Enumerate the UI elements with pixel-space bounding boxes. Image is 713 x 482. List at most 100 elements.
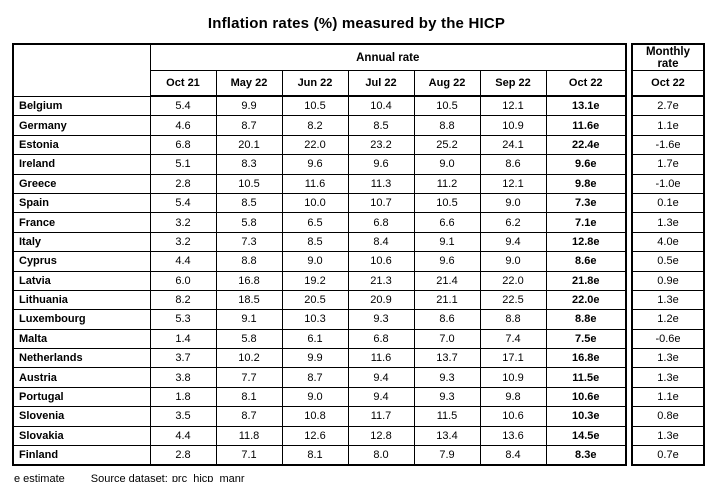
annual-value-cell: 5.8 — [215, 212, 283, 233]
table-row: Spain 5.4 8.5 10.0 10.7 10.5 9.0 7.3e — [12, 192, 627, 214]
annual-value-cell: 10.3e — [545, 406, 627, 427]
table-row: Slovenia 3.5 8.7 10.8 11.7 11.5 10.6 10.3e — [12, 406, 627, 427]
annual-rate-table: Annual rate Oct 21 May 22 Jun 22 Jul 22 Aug … — [12, 43, 627, 467]
annual-value-cell: 8.6 — [479, 154, 547, 175]
source-dataset-link[interactable]: prc_hicp_manr — [171, 473, 245, 482]
table-row: Ireland 5.1 8.3 9.6 9.6 9.0 8.6 9.6e — [12, 154, 627, 175]
annual-value-cell: 9.1 — [215, 309, 283, 330]
group-header-row: Annual rate — [12, 43, 627, 97]
monthly-month-header-row: Oct 22 — [631, 70, 705, 97]
monthly-group-header-row: Monthly rate — [631, 43, 705, 71]
annual-value-cell: 9.6 — [347, 154, 415, 175]
annual-value-cell: 9.0 — [281, 386, 349, 408]
annual-value-cell: 11.8 — [215, 425, 283, 447]
annual-value-cell: 6.2 — [479, 212, 547, 233]
annual-value-cell: 9.1 — [413, 231, 481, 253]
annual-value-cell: 9.6 — [281, 154, 349, 175]
annual-value-cell: 10.9 — [479, 115, 547, 136]
annual-value-cell: 8.6 — [413, 309, 481, 330]
table-row: Portugal 1.8 8.1 9.0 9.4 9.3 9.8 10.6e — [12, 386, 627, 408]
annual-value-cell: 8.6e — [545, 251, 627, 272]
annual-value-cell: 10.6e — [545, 386, 627, 408]
country-cell: Portugal — [12, 386, 151, 408]
monthly-table-row: 0.7e — [631, 445, 705, 466]
annual-value-cell: 8.7 — [215, 115, 283, 136]
annual-value-cell: 6.0 — [149, 270, 217, 291]
annual-value-cell: 10.9 — [479, 367, 547, 388]
annual-value-cell: 8.5 — [281, 231, 349, 253]
monthly-table-row: 0.8e — [631, 406, 705, 427]
annual-value-cell: 9.3 — [413, 367, 481, 388]
annual-value-cell: 12.1 — [479, 95, 547, 117]
monthly-table-row: 1.1e — [631, 115, 705, 136]
annual-value-cell: 7.9 — [413, 445, 481, 466]
annual-value-cell: 10.5 — [281, 95, 349, 117]
annual-value-cell: 5.4 — [149, 95, 217, 117]
annual-value-cell: 9.9 — [215, 95, 283, 117]
annual-value-cell: 1.4 — [149, 328, 217, 350]
table-row: Austria 3.8 7.7 8.7 9.4 9.3 10.9 11.5e — [12, 367, 627, 388]
annual-value-cell: 8.1 — [215, 386, 283, 408]
annual-value-cell: 11.5 — [413, 406, 481, 427]
table-row: Slovakia 4.4 11.8 12.6 12.8 13.4 13.6 14.5e — [12, 425, 627, 447]
annual-value-cell: 9.0 — [413, 154, 481, 175]
annual-value-cell: 19.2 — [281, 270, 349, 291]
monthly-value-cell: 1.3e — [631, 212, 705, 233]
annual-value-cell: 22.0 — [281, 134, 349, 156]
monthly-table-row: 1.3e — [631, 212, 705, 233]
table-row: France 3.2 5.8 6.5 6.8 6.6 6.2 7.1e — [12, 212, 627, 233]
country-cell: Luxembourg — [12, 309, 151, 330]
monthly-value-cell: 1.3e — [631, 425, 705, 447]
monthly-table-row: 2.7e — [631, 95, 705, 117]
country-cell: Austria — [12, 367, 151, 388]
annual-value-cell: 5.1 — [149, 154, 217, 175]
tables-container: Annual rate Oct 21 May 22 Jun 22 Jul 22 Aug … — [12, 43, 713, 467]
annual-value-cell: 22.5 — [479, 289, 547, 311]
annual-value-cell: 4.6 — [149, 115, 217, 136]
table-row: Malta 1.4 5.8 6.1 6.8 7.0 7.4 7.5e — [12, 328, 627, 350]
month-header-jun-22: Jun 22 — [281, 70, 349, 97]
annual-value-cell: 10.5 — [413, 95, 481, 117]
annual-value-cell: 16.8e — [545, 348, 627, 369]
annual-value-cell: 9.8 — [479, 386, 547, 408]
annual-value-cell: 10.4 — [347, 95, 415, 117]
page-title: Inflation rates (%) measured by the HICP — [207, 15, 506, 32]
annual-value-cell: 10.8 — [281, 406, 349, 427]
country-cell: Malta — [12, 328, 151, 350]
month-header-row: Oct 21 May 22 Jun 22 Jul 22 Aug 22 Sep 22 Oct … — [13, 70, 627, 97]
monthly-value-cell: -1.6e — [631, 134, 705, 156]
annual-value-cell: 3.2 — [149, 212, 217, 233]
corner-cell — [12, 43, 151, 97]
annual-value-cell: 8.3e — [545, 445, 627, 466]
annual-value-cell: 9.0 — [479, 251, 547, 272]
annual-value-cell: 4.4 — [149, 425, 217, 447]
annual-value-cell: 8.7 — [281, 367, 349, 388]
country-cell: Slovakia — [12, 425, 151, 447]
annual-value-cell: 9.6 — [413, 251, 481, 272]
annual-value-cell: 24.1 — [479, 134, 547, 156]
annual-value-cell: 7.3e — [545, 192, 627, 214]
annual-value-cell: 10.0 — [281, 192, 349, 214]
annual-value-cell: 21.8e — [545, 270, 627, 291]
annual-value-cell: 5.3 — [149, 309, 217, 330]
monthly-value-cell: -1.0e — [631, 173, 705, 194]
country-cell: Cyprus — [12, 251, 151, 272]
country-cell: Netherlands — [12, 348, 151, 369]
monthly-table-row: 1.1e — [631, 386, 705, 408]
monthly-table-row: 1.3e — [631, 348, 705, 369]
annual-value-cell: 6.8 — [347, 212, 415, 233]
footer-notes: e estimate Source dataset: prc_hicp_manr — [12, 473, 713, 482]
monthly-table-row: -1.6e — [631, 134, 705, 156]
annual-value-cell: 9.0 — [281, 251, 349, 272]
annual-value-cell: 12.1 — [479, 173, 547, 194]
country-cell: Belgium — [12, 95, 151, 117]
annual-value-cell: 4.4 — [149, 251, 217, 272]
annual-value-cell: 6.1 — [281, 328, 349, 350]
annual-value-cell: 7.4 — [479, 328, 547, 350]
annual-value-cell: 10.6 — [347, 251, 415, 272]
country-cell: France — [12, 212, 151, 233]
month-header-jul-22: Jul 22 — [347, 70, 415, 97]
country-cell: Finland — [12, 445, 151, 466]
estimate-note: e estimate — [14, 473, 65, 482]
